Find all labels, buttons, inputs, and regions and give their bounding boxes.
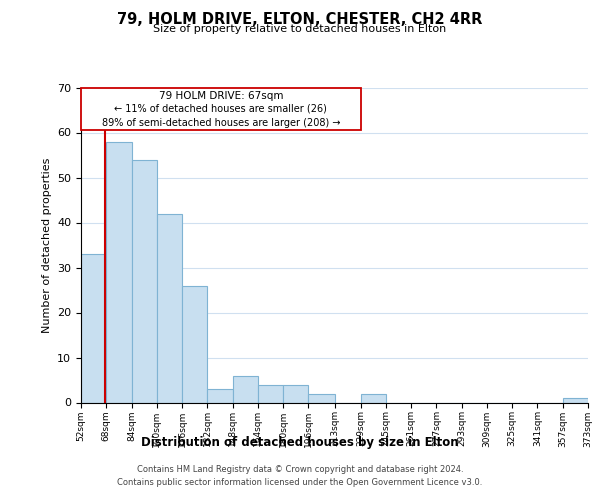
Text: Contains public sector information licensed under the Open Government Licence v3: Contains public sector information licen… <box>118 478 482 487</box>
Text: Distribution of detached houses by size in Elton: Distribution of detached houses by size … <box>141 436 459 449</box>
Bar <box>106 142 131 402</box>
Bar <box>258 384 283 402</box>
Bar <box>563 398 588 402</box>
Bar <box>308 394 335 402</box>
Bar <box>157 214 182 402</box>
Bar <box>182 286 208 403</box>
Bar <box>361 394 386 402</box>
Text: 79 HOLM DRIVE: 67sqm: 79 HOLM DRIVE: 67sqm <box>158 91 283 101</box>
Y-axis label: Number of detached properties: Number of detached properties <box>41 158 52 332</box>
Bar <box>81 254 106 402</box>
Text: ← 11% of detached houses are smaller (26): ← 11% of detached houses are smaller (26… <box>115 104 327 114</box>
Text: 89% of semi-detached houses are larger (208) →: 89% of semi-detached houses are larger (… <box>101 118 340 128</box>
Bar <box>208 389 233 402</box>
Bar <box>283 384 308 402</box>
Text: 79, HOLM DRIVE, ELTON, CHESTER, CH2 4RR: 79, HOLM DRIVE, ELTON, CHESTER, CH2 4RR <box>118 12 482 28</box>
Text: Contains HM Land Registry data © Crown copyright and database right 2024.: Contains HM Land Registry data © Crown c… <box>137 466 463 474</box>
Bar <box>233 376 258 402</box>
Bar <box>131 160 157 402</box>
Text: Size of property relative to detached houses in Elton: Size of property relative to detached ho… <box>154 24 446 34</box>
